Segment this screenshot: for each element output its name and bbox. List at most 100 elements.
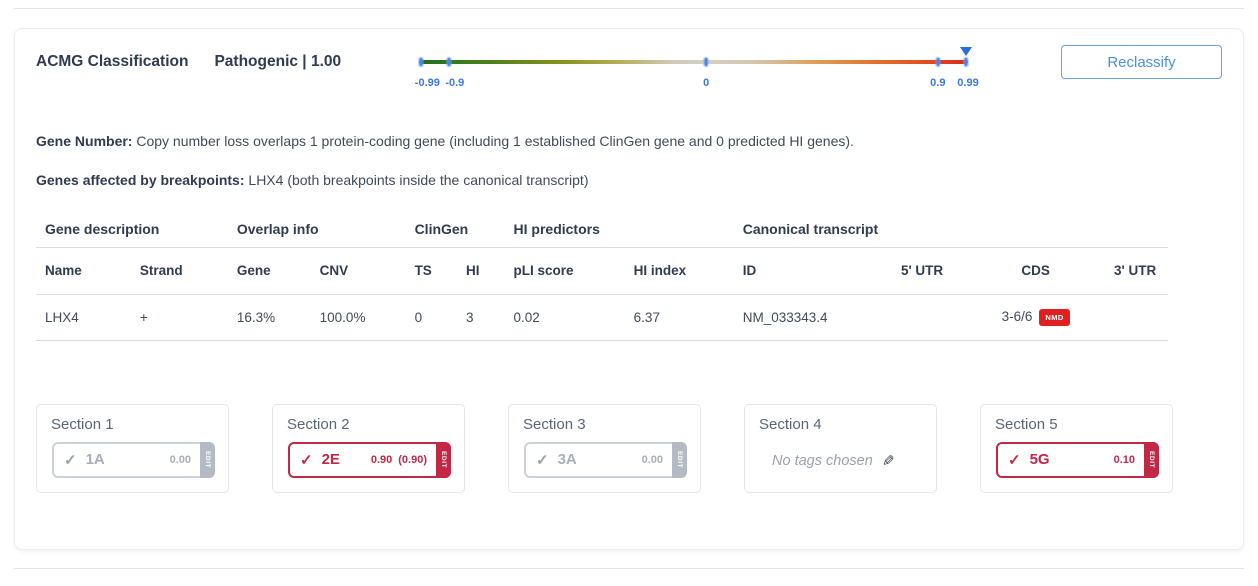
acmg-classification-panel: ACMG Classification Pathogenic | 1.00 -0… <box>14 28 1244 550</box>
table-group-header-row: Gene description Overlap info ClinGen HI… <box>36 212 1168 248</box>
tag-score: 0.90 <box>370 453 393 466</box>
cell-hi-index: 6.37 <box>624 294 734 341</box>
acmg-sections-row: Section 1 ✓ 1A 0.00 EDIT Section 2 ✓ 2E … <box>36 403 1222 493</box>
cell-gene-overlap: 16.3% <box>227 294 311 341</box>
check-icon: ✓ <box>300 451 313 469</box>
classification-result: Pathogenic | 1.00 <box>214 53 342 70</box>
acmg-tag-5G[interactable]: ✓ 5G 0.10 EDIT <box>996 441 1159 478</box>
tag-label: 2E <box>321 451 340 468</box>
col-header-3utr: 3' UTR <box>1102 247 1168 295</box>
no-tags-text: No tags chosen <box>772 452 873 469</box>
score-marker-icon <box>959 47 972 56</box>
scale-tick <box>419 58 423 66</box>
bottom-divider <box>14 568 1244 569</box>
score-scale: -0.99 -0.9 0 0.9 0.99 <box>415 45 979 97</box>
section-title: Section 2 <box>287 415 350 433</box>
gene-number-text: Copy number loss overlaps 1 protein-codi… <box>136 133 854 149</box>
gene-number-label: Gene Number: <box>36 133 133 149</box>
cell-pli-score: 0.02 <box>504 294 625 341</box>
cell-ts: 0 <box>405 294 458 341</box>
tag-edit-label: EDIT <box>204 450 211 469</box>
tag-label: 5G <box>1029 451 1050 468</box>
cell-gene-name: LHX4 <box>36 294 131 341</box>
col-header-strand: Strand <box>130 247 228 295</box>
table-row: LHX4 + 16.3% 100.0% 0 3 0.02 6.37 NM_033… <box>36 294 1168 341</box>
no-tags-state: No tags chosen ✎ <box>759 452 922 470</box>
cds-value: 3-6/6 <box>1001 308 1033 324</box>
panel-header: ACMG Classification Pathogenic | 1.00 -0… <box>36 29 1222 95</box>
cell-5utr <box>875 294 969 341</box>
tag-score: 0.10 <box>1113 453 1135 466</box>
scale-label: -0.99 <box>414 77 440 89</box>
group-header-hi-predictors: HI predictors <box>504 212 734 248</box>
acmg-tag-3A[interactable]: ✓ 3A 0.00 EDIT <box>524 441 687 478</box>
gene-table: Gene description Overlap info ClinGen HI… <box>36 212 1168 341</box>
group-header-canonical-transcript: Canonical transcript <box>733 212 1168 248</box>
tag-edit-label: EDIT <box>1148 450 1155 469</box>
cell-cnv-overlap: 100.0% <box>310 294 406 341</box>
col-header-cds: CDS <box>969 247 1103 295</box>
tag-score-secondary: (0.90) <box>398 453 427 466</box>
tag-score: 0.00 <box>169 453 191 466</box>
tag-label: 3A <box>557 451 577 468</box>
col-header-gene: Gene <box>227 247 311 295</box>
cell-transcript-id: NM_033343.4 <box>733 294 876 341</box>
col-header-pli-score: pLI score <box>504 247 625 295</box>
scale-tick <box>964 58 968 66</box>
check-icon: ✓ <box>536 451 549 469</box>
top-divider <box>14 8 1244 9</box>
breakpoints-label: Genes affected by breakpoints: <box>36 172 245 188</box>
scale-tick <box>447 58 451 66</box>
tag-edit-label: EDIT <box>676 450 683 469</box>
tag-edit-button[interactable]: EDIT <box>1144 441 1159 478</box>
scale-tick <box>704 58 708 66</box>
score-gradient-bar <box>419 60 968 64</box>
acmg-tag-2E[interactable]: ✓ 2E 0.90 (0.90) EDIT <box>288 441 451 478</box>
scale-tick <box>936 58 940 66</box>
scale-label: 0 <box>703 77 710 89</box>
acmg-tag-1A[interactable]: ✓ 1A 0.00 EDIT <box>52 441 215 478</box>
scale-label: 0.99 <box>957 77 979 89</box>
cell-cds: 3-6/6 NMD <box>969 294 1103 341</box>
scale-label: 0.9 <box>930 77 946 89</box>
gene-number-summary: Gene Number: Copy number loss overlaps 1… <box>36 133 1222 149</box>
tag-score: 0.00 <box>641 453 663 466</box>
check-icon: ✓ <box>64 451 77 469</box>
col-header-name: Name <box>36 247 131 295</box>
table-column-header-row: Name Strand Gene CNV TS HI pLI score HI … <box>36 247 1168 295</box>
section-title: Section 5 <box>995 415 1058 433</box>
section-card-1: Section 1 ✓ 1A 0.00 EDIT <box>36 403 229 493</box>
group-header-gene-description: Gene description <box>36 212 228 248</box>
check-icon: ✓ <box>1008 451 1021 469</box>
panel-title: ACMG Classification <box>36 53 189 70</box>
cell-hi: 3 <box>457 294 505 341</box>
scale-label: -0.9 <box>445 77 465 89</box>
section-title: Section 3 <box>523 415 586 433</box>
col-header-cnv: CNV <box>310 247 406 295</box>
nmd-badge: NMD <box>1039 308 1070 326</box>
group-header-overlap-info: Overlap info <box>227 212 406 248</box>
reclassify-button[interactable]: Reclassify <box>1061 45 1222 79</box>
col-header-hi-index: HI index <box>624 247 734 295</box>
section-card-4: Section 4 No tags chosen ✎ <box>744 403 937 493</box>
tag-edit-button[interactable]: EDIT <box>436 441 451 478</box>
tag-label: 1A <box>85 451 105 468</box>
section-card-5: Section 5 ✓ 5G 0.10 EDIT <box>980 403 1173 493</box>
breakpoints-summary: Genes affected by breakpoints: LHX4 (bot… <box>36 172 1222 188</box>
col-header-id: ID <box>733 247 876 295</box>
tag-edit-button[interactable]: EDIT <box>672 441 687 478</box>
edit-pencil-icon[interactable]: ✎ <box>881 452 895 470</box>
section-title: Section 4 <box>759 415 822 433</box>
tag-edit-button[interactable]: EDIT <box>200 441 215 478</box>
cell-strand: + <box>130 294 228 341</box>
col-header-hi: HI <box>457 247 505 295</box>
breakpoints-text: LHX4 (both breakpoints inside the canoni… <box>248 172 589 188</box>
col-header-5utr: 5' UTR <box>875 247 969 295</box>
section-title: Section 1 <box>51 415 114 433</box>
tag-edit-label: EDIT <box>440 450 447 469</box>
section-card-3: Section 3 ✓ 3A 0.00 EDIT <box>508 403 701 493</box>
cell-3utr <box>1102 294 1168 341</box>
group-header-clingen: ClinGen <box>405 212 505 248</box>
col-header-ts: TS <box>405 247 458 295</box>
section-card-2: Section 2 ✓ 2E 0.90 (0.90) EDIT <box>272 403 465 493</box>
